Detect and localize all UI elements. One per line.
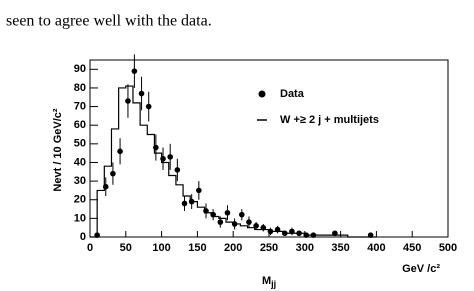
plot-frame — [89, 59, 449, 238]
x-tick-label: 350 — [331, 242, 349, 254]
data-point — [217, 219, 224, 225]
x-tick-label: 250 — [260, 242, 278, 254]
x-tick-label: 50 — [120, 242, 132, 254]
data-point — [138, 90, 145, 97]
data-point — [181, 200, 188, 207]
data-point — [125, 98, 131, 104]
data-point — [167, 154, 173, 160]
data-point — [110, 170, 116, 177]
body-text: seen to agree well with the data. — [6, 13, 212, 30]
legend-label: Data — [280, 88, 305, 100]
data-point — [145, 103, 152, 110]
y-tick-label: 0 — [80, 231, 86, 243]
data-point — [238, 211, 245, 218]
y-tick-label: 10 — [74, 212, 86, 224]
y-tick-label: 40 — [74, 156, 86, 168]
data-point — [131, 68, 138, 74]
x-tick-label: 500 — [439, 242, 457, 254]
legend-marker — [258, 90, 266, 98]
y-tick-label: 80 — [74, 82, 86, 94]
legend-label: W +≥ 2 j + multijets — [280, 114, 379, 126]
x-tick-label: 300 — [296, 242, 314, 254]
y-tick-label: 70 — [74, 100, 86, 112]
y-tick-label: 50 — [74, 138, 86, 150]
x-tick-label: 100 — [152, 242, 170, 254]
data-point — [246, 219, 252, 225]
x-tick-label: 150 — [188, 242, 206, 254]
x-symbol: Mjj — [262, 275, 276, 289]
y-tick-label: 90 — [74, 63, 86, 75]
x-axis-label: GeV /c² — [402, 263, 440, 275]
data-point — [224, 209, 231, 216]
x-tick-label: 200 — [224, 242, 242, 254]
y-tick-label: 30 — [74, 175, 86, 187]
x-tick-label: 0 — [87, 242, 93, 254]
data-point — [196, 187, 202, 194]
y-axis-label: Nevt / 10 GeV/c² — [52, 108, 64, 191]
histogram-line — [90, 85, 377, 238]
x-tick-label: 400 — [367, 242, 385, 254]
data-point — [174, 167, 181, 173]
y-tick-label: 60 — [74, 119, 86, 131]
data-point — [117, 148, 123, 155]
y-tick-label: 20 — [74, 194, 86, 206]
x-tick-label: 450 — [403, 242, 421, 254]
